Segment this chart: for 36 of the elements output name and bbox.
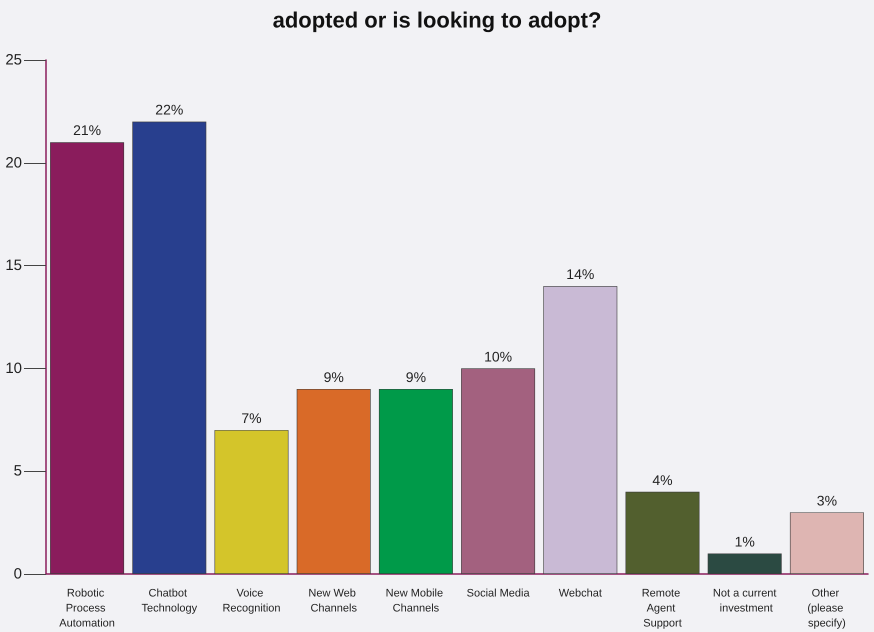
y-tick-label: 10: [5, 360, 22, 377]
x-tick-label: New Web Channels: [308, 588, 359, 614]
x-tick-label: Other (please specify): [807, 588, 846, 630]
data-label: 3%: [816, 492, 838, 508]
bar: [708, 553, 782, 574]
x-tick-label: Remote Agent Support: [642, 588, 684, 630]
bar: [461, 368, 536, 574]
bar: [132, 122, 206, 574]
bar: [543, 286, 618, 574]
data-label: 9%: [324, 368, 344, 385]
y-tick-label: 20: [5, 154, 22, 172]
y-tick-label: 25: [5, 52, 22, 68]
y-tick-label: 5: [14, 462, 22, 480]
bar: [296, 388, 371, 574]
bar: [790, 512, 864, 574]
data-label: 1%: [734, 533, 755, 550]
data-label: 21%: [73, 122, 102, 138]
data-label: 7%: [241, 410, 262, 426]
x-tick-label: Not a current investment: [712, 588, 776, 614]
bar: [214, 430, 288, 574]
y-tick-label: 15: [5, 257, 22, 274]
y-tick-label: 0: [14, 566, 22, 582]
x-tick-label: Voice Recognition: [222, 588, 281, 614]
data-label: 14%: [566, 266, 594, 282]
x-tick-label: New Mobile Channels: [386, 588, 446, 614]
chart-title: adopted or is looking to adopt?: [272, 8, 602, 32]
data-label: 4%: [652, 472, 673, 488]
x-tick-label: Chatbot Technology: [141, 588, 198, 614]
data-label: 10%: [484, 348, 512, 364]
data-label: 9%: [406, 368, 426, 385]
x-tick-label: Social Media: [466, 588, 530, 600]
bar: [378, 388, 453, 574]
x-tick-label: Robotic Process Automation: [59, 588, 115, 630]
bar: [626, 492, 700, 574]
x-tick-label: Webchat: [558, 588, 602, 600]
data-label: 22%: [155, 102, 184, 118]
